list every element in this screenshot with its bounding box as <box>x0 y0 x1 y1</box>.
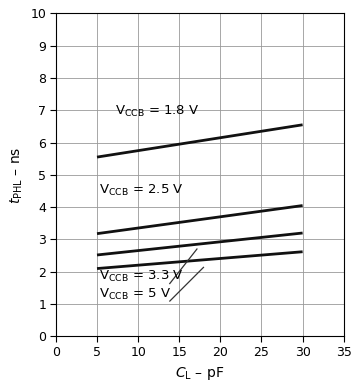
Text: V$_{\mathregular{CCB}}$ = 2.5 V: V$_{\mathregular{CCB}}$ = 2.5 V <box>99 183 184 198</box>
X-axis label: $\mathit{C}_{\mathregular{L}}$ – pF: $\mathit{C}_{\mathregular{L}}$ – pF <box>175 365 224 382</box>
Y-axis label: $\mathit{t}_{\mathregular{PHL}}$ – ns: $\mathit{t}_{\mathregular{PHL}}$ – ns <box>8 146 25 204</box>
Text: V$_{\mathregular{CCB}}$ = 5 V: V$_{\mathregular{CCB}}$ = 5 V <box>99 287 171 302</box>
Text: V$_{\mathregular{CCB}}$ = 1.8 V: V$_{\mathregular{CCB}}$ = 1.8 V <box>115 104 199 119</box>
Text: V$_{\mathregular{CCB}}$ = 3.3 V: V$_{\mathregular{CCB}}$ = 3.3 V <box>99 269 184 284</box>
